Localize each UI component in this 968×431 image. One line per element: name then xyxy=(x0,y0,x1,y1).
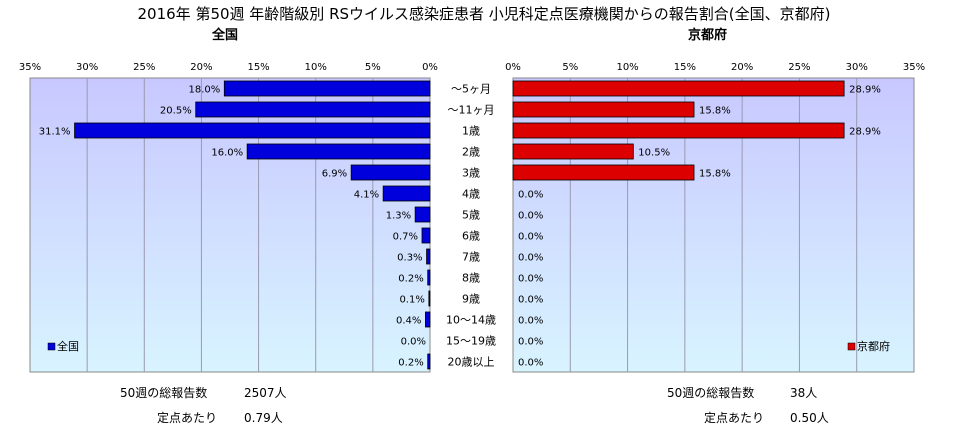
national-bar xyxy=(421,227,431,244)
national-tick-label: 15% xyxy=(247,62,269,73)
national-value-label: 0.2% xyxy=(398,358,423,369)
kyoto-value-label: 0.0% xyxy=(518,295,543,306)
kyoto-total-value: 38人 xyxy=(790,386,818,400)
age-category-label: 15～19歳 xyxy=(446,335,496,348)
national-bar xyxy=(428,290,431,307)
national-value-label: 31.1% xyxy=(39,127,71,138)
kyoto-tick-label: 0% xyxy=(505,62,521,73)
age-category-label: 1歳 xyxy=(462,125,480,138)
age-category-label: 20歳以上 xyxy=(448,356,495,369)
kyoto-value-label: 28.9% xyxy=(849,127,881,138)
kyoto-legend-label: 京都府 xyxy=(857,339,890,353)
national-total-value: 2507人 xyxy=(244,386,287,400)
national-legend-label: 全国 xyxy=(57,339,79,353)
national-value-label: 1.3% xyxy=(386,211,411,222)
national-bar xyxy=(223,80,431,97)
kyoto-per-label: 定点あたり xyxy=(704,411,765,425)
national-tick-label: 5% xyxy=(365,62,381,73)
kyoto-bar xyxy=(512,80,845,97)
kyoto-bar xyxy=(512,143,634,160)
kyoto-per-value: 0.50人 xyxy=(790,411,829,425)
kyoto-tick-label: 20% xyxy=(731,62,753,73)
national-panel-title: 全国 xyxy=(212,28,239,43)
national-tick-label: 20% xyxy=(190,62,212,73)
age-category-label: ～5ヶ月 xyxy=(451,83,491,96)
age-category-label: 3歳 xyxy=(462,167,480,180)
kyoto-tick-label: 30% xyxy=(846,62,868,73)
kyoto-tick-label: 10% xyxy=(616,62,638,73)
national-bar xyxy=(425,311,431,328)
kyoto-value-label: 0.0% xyxy=(518,211,543,222)
national-value-label: 0.2% xyxy=(398,274,423,285)
national-bar xyxy=(427,353,431,370)
national-bar xyxy=(195,101,431,118)
national-tick-label: 10% xyxy=(305,62,327,73)
national-value-label: 6.9% xyxy=(322,169,347,180)
kyoto-tick-label: 35% xyxy=(903,62,925,73)
national-bar xyxy=(382,185,431,202)
national-legend: 全国 xyxy=(47,339,79,353)
age-category-label: 7歳 xyxy=(462,251,480,264)
kyoto-tick-label: 5% xyxy=(562,62,578,73)
national-value-label: 20.5% xyxy=(160,106,192,117)
kyoto-total-label: 50週の総報告数 xyxy=(667,386,755,400)
kyoto-value-label: 0.0% xyxy=(518,253,543,264)
age-category-label: 9歳 xyxy=(462,293,480,306)
kyoto-value-label: 15.8% xyxy=(699,169,731,180)
kyoto-value-label: 0.0% xyxy=(518,190,543,201)
national-plot-area xyxy=(29,77,431,373)
age-category-label: 8歳 xyxy=(462,272,480,285)
national-value-label: 0.3% xyxy=(397,253,422,264)
national-tick-label: 30% xyxy=(76,62,98,73)
national-tick-label: 25% xyxy=(133,62,155,73)
kyoto-value-label: 0.0% xyxy=(518,358,543,369)
national-per-value: 0.79人 xyxy=(244,411,283,425)
age-category-label: 10～14歳 xyxy=(446,314,496,327)
age-category-label: ～11ヶ月 xyxy=(448,104,495,117)
kyoto-value-label: 0.0% xyxy=(518,232,543,243)
national-tick-label: 35% xyxy=(19,62,41,73)
age-category-label: 6歳 xyxy=(462,230,480,243)
kyoto-value-label: 0.0% xyxy=(518,316,543,327)
national-bar xyxy=(426,248,431,265)
age-category-label: 5歳 xyxy=(462,209,480,222)
national-bar xyxy=(74,122,431,139)
national-value-label: 16.0% xyxy=(211,148,243,159)
kyoto-tick-label: 25% xyxy=(788,62,810,73)
kyoto-bar xyxy=(512,164,695,181)
national-bar xyxy=(246,143,431,160)
national-bar xyxy=(427,269,431,286)
kyoto-value-label: 0.0% xyxy=(518,274,543,285)
national-tick-label: 0% xyxy=(422,62,438,73)
kyoto-value-label: 10.5% xyxy=(638,148,670,159)
national-bar xyxy=(350,164,431,181)
national-value-label: 18.0% xyxy=(189,85,221,96)
kyoto-legend: 京都府 xyxy=(847,339,890,353)
kyoto-value-label: 15.8% xyxy=(699,106,731,117)
kyoto-tick-label: 15% xyxy=(674,62,696,73)
national-total-label: 50週の総報告数 xyxy=(120,386,208,400)
national-value-label: 0.0% xyxy=(401,337,426,348)
national-value-label: 0.7% xyxy=(393,232,418,243)
national-value-label: 0.4% xyxy=(396,316,421,327)
kyoto-value-label: 28.9% xyxy=(849,85,881,96)
age-category-label: 2歳 xyxy=(462,146,480,159)
kyoto-legend-swatch xyxy=(847,342,856,351)
kyoto-bar xyxy=(512,122,845,139)
national-per-label: 定点あたり xyxy=(157,411,218,425)
kyoto-value-label: 0.0% xyxy=(518,337,543,348)
kyoto-panel-title: 京都府 xyxy=(688,28,728,43)
national-value-label: 4.1% xyxy=(354,190,379,201)
national-legend-swatch xyxy=(47,342,56,351)
national-value-label: 0.1% xyxy=(399,295,424,306)
kyoto-plot-area xyxy=(512,77,915,373)
age-category-label: 4歳 xyxy=(462,188,480,201)
kyoto-bar xyxy=(512,101,695,118)
national-bar xyxy=(414,206,431,223)
chart-title: 2016年 第50週 年齢階級別 RSウイルス感染症患者 小児科定点医療機関から… xyxy=(137,5,831,23)
